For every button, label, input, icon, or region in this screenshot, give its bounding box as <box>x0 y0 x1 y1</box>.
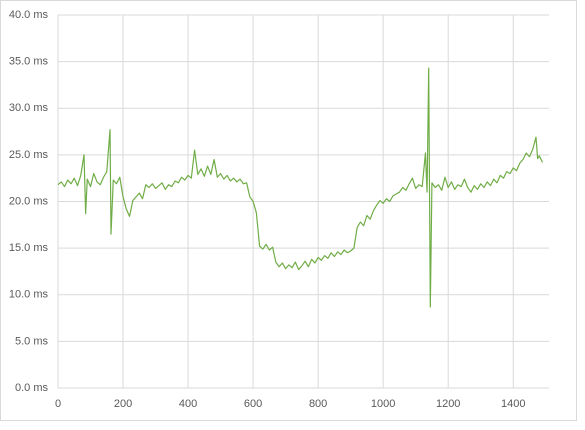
y-tick-label: 15.0 ms <box>9 242 49 254</box>
y-tick-label: 25.0 ms <box>9 149 49 161</box>
series-line <box>57 67 544 308</box>
y-tick-label: 10.0 ms <box>9 289 49 301</box>
x-tick-label: 1000 <box>371 398 395 410</box>
y-tick-label: 35.0 ms <box>9 56 49 68</box>
x-tick-label: 400 <box>179 398 197 410</box>
x-tick-label: 800 <box>309 398 327 410</box>
x-tick-label: 600 <box>244 398 262 410</box>
y-tick-label: 40.0 ms <box>9 9 49 21</box>
x-tick-label: 1400 <box>501 398 525 410</box>
y-tick-label: 0.0 ms <box>15 382 49 394</box>
y-tick-label: 5.0 ms <box>15 335 49 347</box>
y-tick-label: 30.0 ms <box>9 102 49 114</box>
x-tick-label: 200 <box>114 398 132 410</box>
x-tick-label: 0 <box>55 398 61 410</box>
chart-frame <box>0 0 577 421</box>
x-tick-label: 1200 <box>436 398 460 410</box>
y-tick-label: 20.0 ms <box>9 195 49 207</box>
